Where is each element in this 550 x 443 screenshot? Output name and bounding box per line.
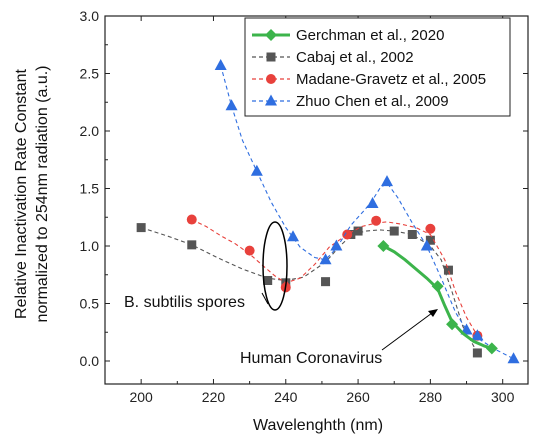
- legend-swatch-marker: [266, 52, 276, 62]
- legend-swatch-marker: [266, 74, 276, 84]
- series-0: [377, 240, 498, 355]
- series-line-2: [191, 219, 478, 336]
- data-point: [471, 329, 484, 341]
- corona-arrow-head: [428, 309, 438, 317]
- data-point: [353, 226, 363, 236]
- data-point: [366, 196, 379, 208]
- y-axis-title-line-1: Relative Inactivation Rate Constant: [13, 68, 30, 318]
- x-tick-label: 200: [129, 389, 153, 405]
- y-tick-label: 0.5: [80, 296, 100, 312]
- x-tick-label: 300: [491, 389, 515, 405]
- legend-label: Zhuo Chen et al., 2009: [296, 93, 449, 110]
- corona-label: Human Coronavirus: [240, 350, 382, 367]
- annotation-spores: B. subtilis spores: [124, 221, 288, 311]
- data-point: [425, 235, 435, 245]
- x-tick-label: 240: [274, 389, 298, 405]
- data-point: [371, 215, 382, 226]
- annotation-coronavirus: Human Coronavirus: [240, 309, 438, 367]
- data-point: [225, 99, 238, 111]
- x-tick-label: 260: [346, 389, 370, 405]
- y-axis-title: Relative Inactivation Rate Constant norm…: [13, 65, 51, 322]
- x-tick-label: 280: [419, 389, 443, 405]
- series-line-1: [141, 227, 478, 354]
- data-point: [319, 253, 332, 265]
- data-point: [287, 230, 299, 242]
- spores-ellipse: [262, 221, 288, 311]
- data-point: [443, 265, 453, 275]
- spores-label: B. subtilis spores: [124, 294, 245, 311]
- data-point: [407, 230, 417, 239]
- data-point: [244, 245, 255, 256]
- series-line-3: [220, 65, 514, 360]
- data-point: [342, 229, 353, 240]
- data-point: [381, 175, 393, 187]
- data-point: [321, 277, 331, 287]
- y-tick-label: 0.0: [80, 353, 100, 369]
- x-tick-label: 220: [202, 389, 226, 405]
- legend-swatch-marker: [265, 29, 277, 41]
- data-point: [263, 276, 273, 285]
- data-point: [214, 58, 227, 70]
- data-point: [389, 226, 399, 236]
- data-point: [136, 223, 146, 233]
- spores-pointer: [261, 292, 269, 305]
- data-point: [330, 239, 343, 251]
- series-group: [136, 58, 520, 364]
- corona-arrow-shaft: [381, 312, 433, 351]
- data-point: [460, 323, 473, 335]
- data-point: [377, 240, 390, 252]
- data-point: [485, 342, 498, 355]
- data-point: [420, 239, 433, 251]
- x-axis-title: Wavelenghth (nm): [253, 417, 383, 434]
- data-point: [507, 352, 520, 364]
- legend-swatch-marker: [265, 94, 277, 106]
- legend: Gerchman et al., 2020 Cabaj et al., 2002 M…: [244, 17, 511, 117]
- axis-ticks: 200 220 240 260 280 300 0.0 0.5 1.0 1.5 2.0 2.5 3.0: [80, 8, 528, 405]
- series-3: [214, 58, 520, 364]
- y-tick-label: 1.0: [80, 238, 100, 254]
- legend-items: Gerchman et al., 2020 Cabaj et al., 2002 M…: [252, 27, 486, 110]
- legend-label: Gerchman et al., 2020: [296, 27, 444, 44]
- data-point: [431, 280, 444, 293]
- plot-area: [104, 15, 529, 385]
- y-tick-label: 1.5: [80, 181, 100, 197]
- data-point: [425, 223, 436, 234]
- legend-label: Cabaj et al., 2002: [296, 49, 414, 66]
- data-point: [472, 348, 482, 358]
- data-point: [186, 214, 197, 225]
- data-point: [187, 240, 197, 250]
- data-point: [250, 164, 263, 176]
- series-line-0: [382, 244, 493, 350]
- y-tick-label: 3.0: [80, 8, 100, 24]
- data-point: [446, 318, 459, 331]
- plot-frame: [104, 15, 529, 385]
- y-tick-label: 2.0: [80, 123, 100, 139]
- y-tick-label: 2.5: [80, 66, 100, 82]
- y-axis-title-line-2: normalized to 254nm radiation (a.u.): [34, 65, 51, 322]
- legend-label: Madane-Gravetz et al., 2005: [296, 71, 486, 88]
